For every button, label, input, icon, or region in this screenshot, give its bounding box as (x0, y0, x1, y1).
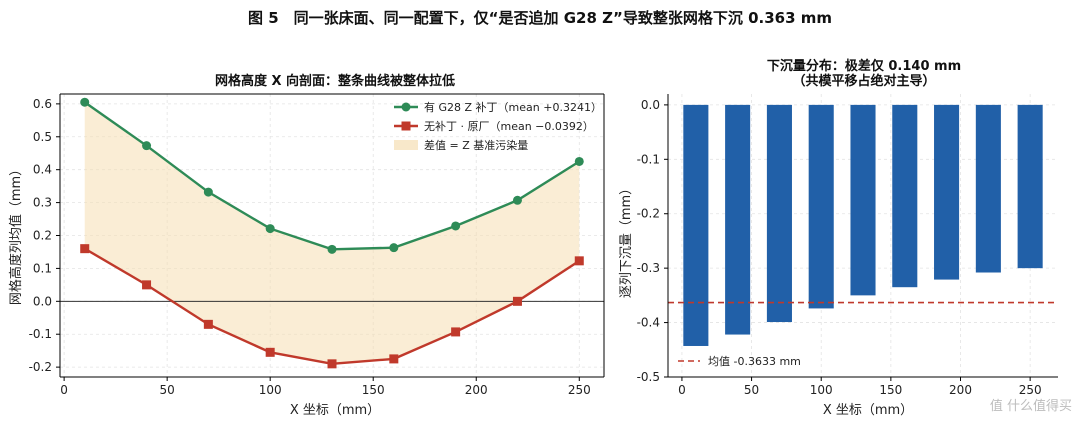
left-x-tick-label-0: 0 (60, 383, 68, 397)
bar-3 (808, 104, 834, 309)
right-chart: 下沉量分布：极差仅 0.140 mm （共模平移占绝对主导） X 坐标（mm） … (619, 58, 1058, 418)
right-x-tick-label-4: 200 (949, 383, 972, 397)
bar-0 (683, 104, 709, 346)
series-0-point-4 (327, 244, 337, 254)
right-y-tick-label-5: -0.5 (637, 370, 660, 384)
legend-marker-0 (401, 102, 411, 112)
left-y-tick-label-7: 0.5 (33, 130, 52, 144)
legend-area-swatch (394, 140, 418, 150)
legend-label-area: 差值 = Z 基准污染量 (424, 138, 528, 152)
bar-5 (892, 104, 918, 288)
legend-marker-1 (401, 121, 411, 131)
bar-2 (766, 104, 792, 323)
bar-8 (1017, 104, 1043, 269)
right-y-tick-label-1: -0.1 (637, 152, 660, 166)
left-y-tick-label-4: 0.2 (33, 229, 52, 243)
series-1-point-2 (203, 319, 213, 329)
series-0-point-3 (265, 224, 275, 234)
series-1-point-1 (142, 280, 152, 290)
left-y-tick-label-5: 0.3 (33, 196, 52, 210)
right-x-tick-label-0: 0 (678, 383, 686, 397)
watermark: 值 什么值得买 (990, 398, 1072, 414)
left-y-tick-label-8: 0.6 (33, 97, 52, 111)
left-x-tick-label-5: 250 (568, 383, 591, 397)
figure-title: 图 5 同一张床面、同一配置下，仅“是否追加 G28 Z”导致整张网格下沉 0.… (248, 9, 832, 27)
series-0-point-5 (389, 243, 399, 253)
left-x-tick-label-4: 200 (465, 383, 488, 397)
left-y-axis-label: 网格高度列均值（mm） (8, 163, 24, 305)
series-0-point-7 (512, 195, 522, 205)
series-1-point-4 (327, 359, 337, 369)
series-0-point-1 (142, 141, 152, 151)
difference-area (84, 102, 580, 364)
series-1-point-8 (574, 256, 584, 266)
right-x-tick-label-1: 50 (744, 383, 759, 397)
left-x-tick-label-1: 50 (160, 383, 175, 397)
legend-label-0: 有 G28 Z 补丁（mean +0.3241） (424, 100, 602, 114)
right-y-tick-label-0: 0.0 (641, 98, 660, 112)
left-y-tick-label-6: 0.4 (33, 163, 52, 177)
left-y-tick-label-0: -0.2 (29, 360, 52, 374)
right-x-tick-label-5: 250 (1019, 383, 1042, 397)
bar-1 (725, 104, 751, 335)
legend-mean-label: 均值 -0.3633 mm (708, 355, 801, 368)
right-x-axis-label: X 坐标（mm） (823, 403, 913, 418)
series-0-point-2 (203, 187, 213, 197)
left-x-tick-label-2: 100 (259, 383, 282, 397)
series-1-point-6 (451, 327, 461, 337)
right-y-axis-label: 逐列下沉量（mm） (619, 182, 634, 298)
left-y-tick-label-3: 0.1 (33, 261, 52, 275)
right-y-tick-label-4: -0.4 (637, 316, 660, 330)
left-chart-title: 网格高度 X 向剖面：整条曲线被整体拉低 (215, 73, 455, 89)
series-1-point-5 (389, 354, 399, 364)
series-0-point-0 (80, 97, 90, 107)
bar-6 (934, 104, 960, 280)
series-0-point-8 (574, 156, 584, 166)
bar-4 (850, 104, 876, 296)
left-x-tick-label-3: 150 (362, 383, 385, 397)
right-x-tick-label-2: 100 (810, 383, 833, 397)
left-y-tick-label-2: 0.0 (33, 294, 52, 308)
bar-7 (975, 104, 1001, 273)
legend-label-1: 无补丁 · 原厂（mean −0.0392） (424, 120, 594, 133)
right-x-tick-label-3: 150 (879, 383, 902, 397)
series-1-point-7 (512, 296, 522, 306)
right-chart-subtitle: （共模平移占绝对主导） (792, 73, 935, 89)
right-y-tick-label-3: -0.3 (637, 261, 660, 275)
right-y-tick-label-2: -0.2 (637, 207, 660, 221)
right-chart-title: 下沉量分布：极差仅 0.140 mm (767, 58, 961, 74)
left-chart: 网格高度 X 向剖面：整条曲线被整体拉低 X 坐标（mm） 网格高度列均值（mm… (8, 73, 605, 418)
series-1-point-3 (265, 347, 275, 357)
series-0-point-6 (451, 221, 461, 231)
left-x-axis-label: X 坐标（mm） (290, 403, 380, 418)
left-y-tick-label-1: -0.1 (29, 327, 52, 341)
series-1-point-0 (80, 244, 90, 254)
